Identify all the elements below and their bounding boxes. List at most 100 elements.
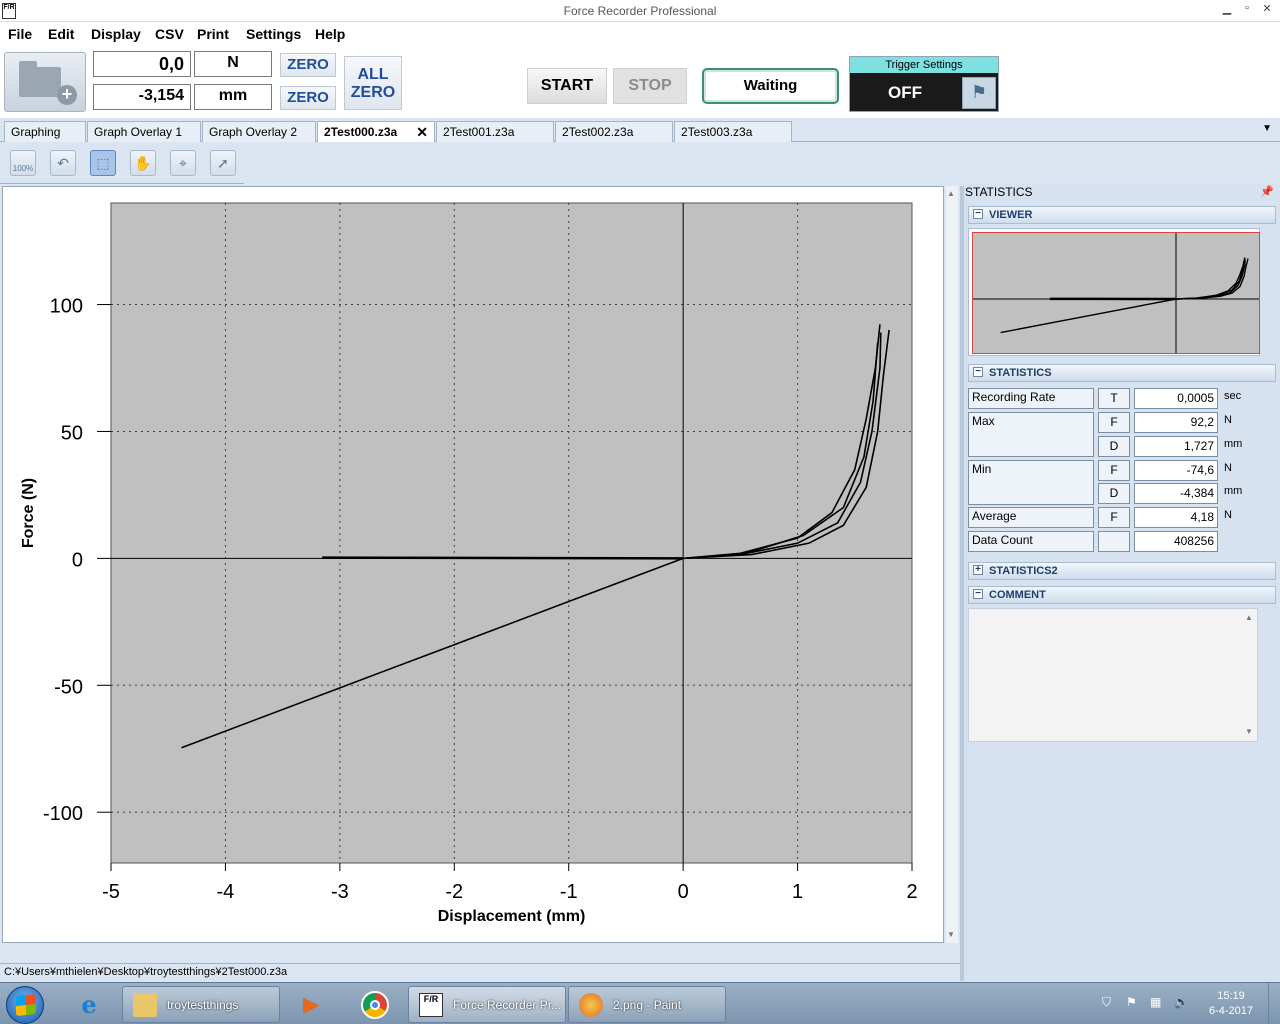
tab-2test001[interactable]: 2Test001.z3a [436,121,554,142]
tab-graph-overlay-1[interactable]: Graph Overlay 1 [87,121,201,142]
box-zoom-icon[interactable]: ⬚ [90,150,116,176]
tab-graphing[interactable]: Graphing [4,121,86,142]
taskbar-item-paint[interactable]: 2.png - Paint [568,986,726,1023]
viewer-section-header[interactable]: − VIEWER [968,206,1276,224]
scroll-up-icon[interactable]: ▲ [1245,613,1253,622]
open-file-button[interactable]: + [4,52,86,112]
taskbar-item-force-recorder[interactable]: F/R Force Recorder Pr... [408,986,566,1023]
x-tick-label: -5 [102,881,120,903]
start-menu-button[interactable] [6,986,44,1024]
plot-area[interactable] [110,202,913,864]
windows-logo-icon [16,993,36,1017]
comment-section-title: COMMENT [989,589,1046,601]
y-tick-label: -100 [43,803,83,825]
tab-2test003[interactable]: 2Test003.z3a [674,121,792,142]
trigger-flag-icon[interactable] [962,77,996,109]
maximize-icon[interactable]: ▫ [1245,2,1249,14]
show-desktop-button[interactable] [1268,983,1280,1024]
menu-edit[interactable]: Edit [48,26,75,42]
statistics-section-header[interactable]: − STATISTICS [968,364,1276,382]
tab-graph-overlay-2[interactable]: Graph Overlay 2 [202,121,316,142]
stop-button[interactable]: STOP [613,68,687,104]
stat-label-recording-rate: Recording Rate [968,388,1094,409]
pin-icon[interactable]: 📌 [1260,186,1274,198]
y-tick-label: 50 [61,422,83,444]
menu-display[interactable]: Display [91,26,141,42]
collapse-icon[interactable]: − [973,367,983,377]
undo-zoom-icon[interactable]: ↶ [50,150,76,176]
tab-2test002[interactable]: 2Test002.z3a [555,121,673,142]
taskbar-item-folder[interactable]: troytestthings [122,986,280,1023]
plus-icon: + [57,85,77,105]
tab-2test000[interactable]: 2Test000.z3a ✕ [317,121,435,142]
title-bar: F/R Force Recorder Professional ▁ ▫ ✕ [0,0,1280,22]
volume-icon[interactable]: 🔈 [1174,995,1189,1009]
stat-code: T [1098,388,1130,409]
shield-icon[interactable]: ⛉ [1102,995,1112,1009]
all-zero-label-1: ALL [357,66,389,83]
series-line [683,329,890,560]
viewer-plot[interactable] [972,232,1260,354]
viewer-series-line [1175,258,1246,300]
tab-list-dropdown-icon[interactable]: ▼ [1262,123,1272,134]
close-icon[interactable]: ✕ [1262,3,1272,15]
expand-icon[interactable]: + [973,565,983,575]
taskbar: e troytestthings ▶ F/R Force Recorder Pr… [0,982,1280,1024]
series-line [181,557,684,749]
minimize-icon[interactable]: ▁ [1222,3,1232,15]
scroll-down-icon[interactable]: ▼ [1245,727,1253,736]
clock[interactable]: 15:19 6-4-2017 [1196,989,1266,1019]
series-line [683,342,879,560]
comment-textarea[interactable]: ▲ ▼ [968,608,1258,742]
close-tab-icon[interactable]: ✕ [416,124,428,140]
statistics2-section-header[interactable]: + STATISTICS2 [968,562,1276,580]
force-displacement-chart[interactable]: -5 -4 -3 -2 -1 0 1 2 -100 -50 0 50 100 Displacement … [3,187,943,942]
menu-file[interactable]: File [8,26,33,42]
stat-code: F [1098,412,1130,433]
series-line [683,324,881,560]
stat-value-recording-rate: 0,0005 [1134,388,1218,409]
zero-displacement-button[interactable]: ZERO [280,86,336,110]
start-button[interactable]: START [527,68,607,104]
trigger-settings: Trigger Settings OFF [849,56,999,112]
zoom-100-icon[interactable]: 100% [10,150,36,176]
x-axis-label: Displacement (mm) [438,908,586,925]
status-indicator: Waiting [702,68,839,104]
flag-icon[interactable]: ⚑ [1126,995,1137,1009]
stat-value-data-count: 408256 [1134,531,1218,552]
stat-unit: mm [1224,438,1243,450]
comment-section-header[interactable]: − COMMENT [968,586,1276,604]
cursor-icon[interactable]: ➚ [210,150,236,176]
media-player-icon[interactable]: ▶ [303,994,319,1016]
zero-force-button[interactable]: ZERO [280,53,336,77]
window-title: Force Recorder Professional [563,4,717,18]
comment-scrollbar[interactable]: ▲ ▼ [1242,611,1256,739]
taskbar-item-label: troytestthings [167,998,239,1012]
menu-print[interactable]: Print [197,26,229,42]
scroll-down-icon[interactable]: ▼ [947,930,955,939]
scroll-up-icon[interactable]: ▲ [947,189,955,198]
pane-splitter[interactable] [960,186,964,981]
crosshair-icon[interactable]: ⌖ [170,150,196,176]
stat-unit: sec [1224,390,1242,402]
collapse-icon[interactable]: − [973,209,983,219]
trigger-value[interactable]: OFF [888,83,922,102]
internet-explorer-icon[interactable]: e [81,990,97,1019]
menu-csv[interactable]: CSV [155,26,184,42]
stat-code: D [1098,436,1130,457]
force-recorder-icon: F/R [419,993,443,1017]
viewer-thumbnail[interactable] [968,228,1260,356]
graph-scrollbar[interactable]: ▲ ▼ [946,186,958,943]
menu-help[interactable]: Help [315,26,346,42]
menu-settings[interactable]: Settings [246,26,302,42]
clock-date: 6-4-2017 [1208,1005,1254,1017]
all-zero-button[interactable]: ALL ZERO [344,56,402,110]
network-icon[interactable]: ▦ [1150,995,1162,1009]
tab-label: 2Test000.z3a [324,125,398,139]
graph-panel[interactable]: -5 -4 -3 -2 -1 0 1 2 -100 -50 0 50 100 Displacement … [2,186,944,943]
x-tick-label: -4 [217,881,235,903]
collapse-icon[interactable]: − [973,589,983,599]
chrome-icon[interactable] [350,987,400,1023]
pan-hand-icon[interactable]: ✋ [130,150,156,176]
stat-value-average: 4,18 [1134,507,1218,528]
